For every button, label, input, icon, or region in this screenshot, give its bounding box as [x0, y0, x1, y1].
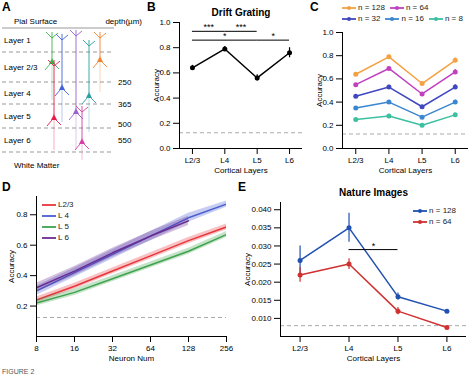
- svg-text:Layer 4: Layer 4: [4, 89, 31, 98]
- svg-text:0.8: 0.8: [16, 210, 28, 219]
- svg-text:L5: L5: [253, 156, 262, 165]
- svg-text:365: 365: [118, 100, 132, 109]
- svg-text:Layer 5: Layer 5: [4, 112, 31, 121]
- html-text:L2/3: L2/3: [58, 200, 74, 209]
- svg-text:L4: L4: [345, 344, 354, 353]
- svg-text:L6: L6: [442, 344, 451, 353]
- svg-text:32: 32: [108, 344, 117, 353]
- svg-text:Pial Surface: Pial Surface: [14, 17, 58, 26]
- html-text:A: A: [2, 0, 11, 14]
- svg-text:Accuracy: Accuracy: [243, 253, 252, 286]
- svg-text:Layer 1: Layer 1: [4, 36, 31, 45]
- svg-text:depth(µm): depth(µm): [105, 17, 142, 26]
- svg-text:0.4: 0.4: [159, 93, 171, 103]
- svg-text:0.6: 0.6: [16, 241, 28, 250]
- svg-text:Accuracy: Accuracy: [7, 250, 16, 283]
- svg-text:0.4: 0.4: [16, 271, 28, 280]
- svg-text:*: *: [372, 241, 376, 251]
- svg-text:0.0: 0.0: [322, 144, 334, 153]
- svg-text:0.025: 0.025: [251, 260, 272, 269]
- svg-text:1.0: 1.0: [322, 28, 334, 37]
- svg-text:L4: L4: [220, 156, 229, 165]
- svg-text:0.2: 0.2: [159, 119, 171, 128]
- svg-text:L2/3: L2/3: [348, 156, 364, 165]
- svg-text:L6: L6: [285, 156, 294, 165]
- svg-text:Neuron Num: Neuron Num: [109, 354, 155, 363]
- svg-text:0.6: 0.6: [159, 68, 171, 78]
- svg-text:Drift Grating: Drift Grating: [212, 7, 271, 18]
- svg-text:0.015: 0.015: [251, 296, 272, 305]
- svg-text:1.0: 1.0: [159, 18, 171, 27]
- svg-text:64: 64: [146, 344, 155, 353]
- svg-text:500: 500: [118, 120, 132, 129]
- svg-text:Cortical Layers: Cortical Layers: [347, 354, 400, 363]
- svg-text:L5: L5: [418, 156, 427, 165]
- svg-text:Cortical Layers: Cortical Layers: [214, 166, 267, 175]
- html-text:n = 128: n = 128: [358, 3, 385, 12]
- html-text:C: C: [310, 0, 319, 14]
- svg-text:0.2: 0.2: [322, 121, 334, 130]
- svg-text:128: 128: [182, 344, 196, 353]
- html-text:FIGURE 2: FIGURE 2: [2, 368, 35, 375]
- svg-text:0.010: 0.010: [251, 314, 272, 323]
- html-text:n = 64: n = 64: [429, 217, 452, 226]
- svg-text:L6: L6: [451, 156, 460, 165]
- svg-text:0.4: 0.4: [322, 97, 334, 107]
- html-text:n = 64: n = 64: [405, 3, 429, 12]
- svg-text:*: *: [223, 31, 227, 41]
- svg-text:8: 8: [34, 344, 39, 353]
- svg-text:256: 256: [220, 344, 234, 353]
- svg-text:250: 250: [118, 78, 132, 87]
- svg-text:*: *: [272, 31, 276, 41]
- svg-text:L2/3: L2/3: [185, 156, 201, 165]
- svg-text:L2/3: L2/3: [292, 344, 308, 353]
- html-text:L 5: L 5: [58, 222, 69, 231]
- html-text:D: D: [2, 180, 11, 194]
- svg-text:Layer 2/3: Layer 2/3: [4, 63, 38, 72]
- svg-text:0.2: 0.2: [16, 302, 28, 311]
- svg-text:Nature Images: Nature Images: [339, 187, 408, 198]
- svg-text:550: 550: [118, 136, 132, 145]
- svg-text:0.8: 0.8: [159, 43, 171, 52]
- html-text:E: E: [238, 180, 246, 194]
- html-text:L 6: L 6: [58, 233, 69, 242]
- html-text:n = 8: n = 8: [444, 14, 463, 23]
- svg-text:0.040: 0.040: [251, 205, 272, 214]
- svg-text:***: ***: [236, 22, 247, 32]
- svg-text:***: ***: [203, 22, 214, 32]
- svg-text:L4: L4: [384, 156, 393, 165]
- svg-text:Layer 6: Layer 6: [4, 136, 31, 145]
- svg-text:16: 16: [70, 344, 79, 353]
- html-text:n = 16: n = 16: [401, 14, 424, 23]
- svg-text:0.030: 0.030: [251, 242, 272, 251]
- svg-text:0.020: 0.020: [251, 278, 272, 287]
- svg-text:0.6: 0.6: [322, 74, 334, 84]
- html-text:B: B: [147, 0, 156, 14]
- svg-text:0.035: 0.035: [251, 223, 272, 232]
- svg-text:Accuracy: Accuracy: [152, 69, 161, 102]
- html-text:L 4: L 4: [58, 211, 69, 220]
- html-text:n = 128: n = 128: [429, 206, 456, 215]
- svg-text:Cortical Layers: Cortical Layers: [379, 166, 432, 175]
- svg-text:0.0: 0.0: [159, 144, 171, 153]
- svg-text:Accuracy: Accuracy: [315, 74, 324, 107]
- html-text:n = 32: n = 32: [358, 14, 381, 23]
- svg-text:0.8: 0.8: [322, 51, 334, 60]
- svg-text:White Matter: White Matter: [14, 161, 60, 170]
- svg-text:L5: L5: [394, 344, 403, 353]
